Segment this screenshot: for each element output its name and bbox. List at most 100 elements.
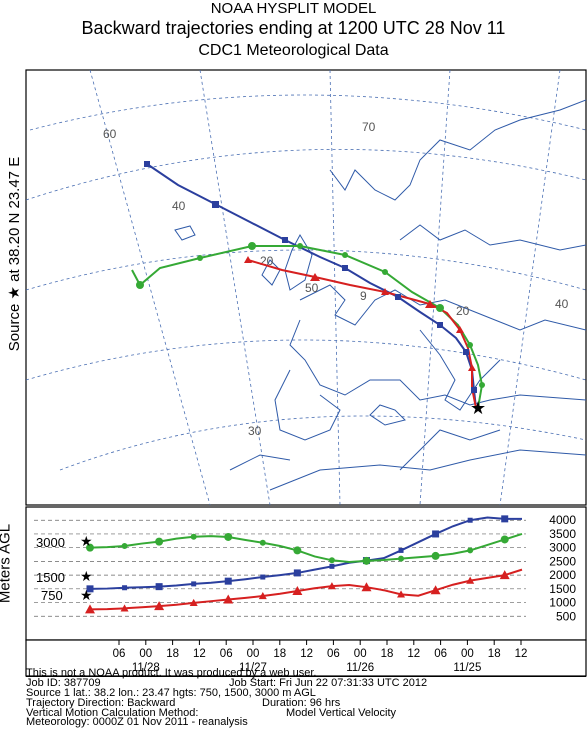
x-date-label: 11/28 xyxy=(132,662,160,674)
green-markers xyxy=(136,242,485,388)
source-star-icon: ★ xyxy=(470,398,486,419)
profile-point xyxy=(328,557,335,564)
y-tick-label: 4000 xyxy=(549,513,576,527)
coastlines xyxy=(174,99,586,491)
start-height-750: 750 xyxy=(41,588,63,603)
lat-label-20b: 20 xyxy=(456,304,470,318)
profile-point xyxy=(362,556,371,565)
x-tick-label: 18 xyxy=(488,648,501,660)
lat-label-60: 60 xyxy=(103,127,117,141)
profile-point xyxy=(329,563,335,569)
x-tick-label: 06 xyxy=(220,648,233,660)
lon-label-70: 70 xyxy=(362,120,376,134)
profile-point xyxy=(258,591,267,600)
x-tick-label: 00 xyxy=(247,648,260,660)
profile-point xyxy=(361,582,372,592)
job-start: Job Start: Fri Jun 22 07:31:33 UTC 2012 xyxy=(229,677,428,689)
profile-point xyxy=(501,515,509,523)
profile-point xyxy=(431,551,440,560)
x-tick-label: 18 xyxy=(273,648,286,660)
x-tick-label: 12 xyxy=(193,648,206,660)
x-date-label: 11/27 xyxy=(239,662,267,674)
profile-point xyxy=(155,537,164,546)
meteorology: Meteorology: 0000Z 01 Nov 2011 - reanaly… xyxy=(26,716,248,728)
x-tick-label: 12 xyxy=(515,648,528,660)
profile-point xyxy=(292,586,303,596)
vertical-method-value: Model Vertical Velocity xyxy=(286,707,397,719)
lat-label-40: 40 xyxy=(172,199,186,213)
graticule-labels: 60 40 20 50 9 20 30 70 40 xyxy=(103,120,569,438)
map-content: 60 40 20 50 9 20 30 70 40 xyxy=(26,70,586,505)
meteorology-title: CDC1 Meteorological Data xyxy=(198,42,389,59)
profile-point xyxy=(223,594,234,604)
x-tick-label: 00 xyxy=(139,648,152,660)
profile-series xyxy=(85,515,523,614)
profile-point xyxy=(398,547,404,553)
y-tick-label: 2500 xyxy=(549,554,576,568)
profile-point xyxy=(397,590,406,598)
profile-point xyxy=(467,517,473,523)
y-tick-label: 3500 xyxy=(549,527,576,541)
y-tick-label: 1500 xyxy=(549,582,576,596)
profile-point xyxy=(154,601,165,611)
y-tick-label: 1000 xyxy=(549,596,576,610)
profile-point xyxy=(467,547,474,554)
x-date-label: 11/25 xyxy=(453,662,481,674)
profile-point xyxy=(189,598,198,607)
profile-point xyxy=(155,583,163,591)
y-tick-label: 3000 xyxy=(549,541,576,555)
x-tick-label: 06 xyxy=(327,648,340,660)
profile-point xyxy=(120,604,129,612)
lat-label-50: 50 xyxy=(305,281,319,295)
graticule xyxy=(26,70,586,505)
star-icon: ★ xyxy=(80,534,93,550)
model-title: NOAA HYSPLIT MODEL xyxy=(210,0,377,17)
x-tick-label: 12 xyxy=(407,648,420,660)
profile-point xyxy=(432,530,440,538)
profile-point xyxy=(224,577,232,585)
profile-point xyxy=(190,533,197,540)
blue-markers xyxy=(144,161,477,393)
y-tick-label: 2000 xyxy=(549,568,576,582)
profile-point xyxy=(293,546,302,555)
x-tick-label: 06 xyxy=(113,648,126,660)
start-height-3000: 3000 xyxy=(36,535,65,550)
lat-label-30: 30 xyxy=(248,424,262,438)
profile-point xyxy=(191,581,197,587)
profile-frame xyxy=(25,506,587,641)
profile-point xyxy=(86,585,94,593)
y-tick-label: 500 xyxy=(556,609,576,623)
trajectory-direction: Trajectory Direction: Backward xyxy=(26,697,176,709)
time-axis-ticks: 06 00 18 12 06 00 18 12 06 00 18 12 06 00 18 12 11/28 11/… xyxy=(113,640,528,674)
profile-series-line xyxy=(89,568,523,611)
red-markers xyxy=(244,256,476,371)
info-box xyxy=(26,676,586,729)
profile-point xyxy=(122,585,128,591)
x-date-label: 11/26 xyxy=(346,662,374,674)
x-tick-label: 12 xyxy=(300,648,313,660)
start-stars: ★ ★ ★ xyxy=(80,534,93,604)
x-tick-label: 06 xyxy=(434,648,447,660)
duration: Duration: 96 hrs xyxy=(262,697,341,709)
vertical-method: Vertical Motion Calculation Method: xyxy=(26,707,199,719)
start-height-1500: 1500 xyxy=(36,570,65,585)
x-tick-label: 18 xyxy=(166,648,179,660)
profile-point xyxy=(466,576,475,584)
profile-point xyxy=(398,555,405,562)
profile-point xyxy=(260,574,266,580)
lat-label-9: 9 xyxy=(360,289,367,303)
disclaimer-text: This is not a NOAA product. It was produ… xyxy=(26,667,317,679)
x-tick-label: 00 xyxy=(354,648,367,660)
x-tick-label: 00 xyxy=(461,648,474,660)
profile-point xyxy=(121,543,128,550)
job-id: Job ID: 387709 xyxy=(26,677,101,689)
profile-point xyxy=(259,539,266,546)
profile-point xyxy=(85,604,95,614)
lon-label-40: 40 xyxy=(555,297,569,311)
star-icon: ★ xyxy=(80,588,93,604)
star-icon: ★ xyxy=(80,569,93,585)
start-heights: 3000 1500 750 xyxy=(36,535,65,603)
profile-point xyxy=(293,569,301,577)
